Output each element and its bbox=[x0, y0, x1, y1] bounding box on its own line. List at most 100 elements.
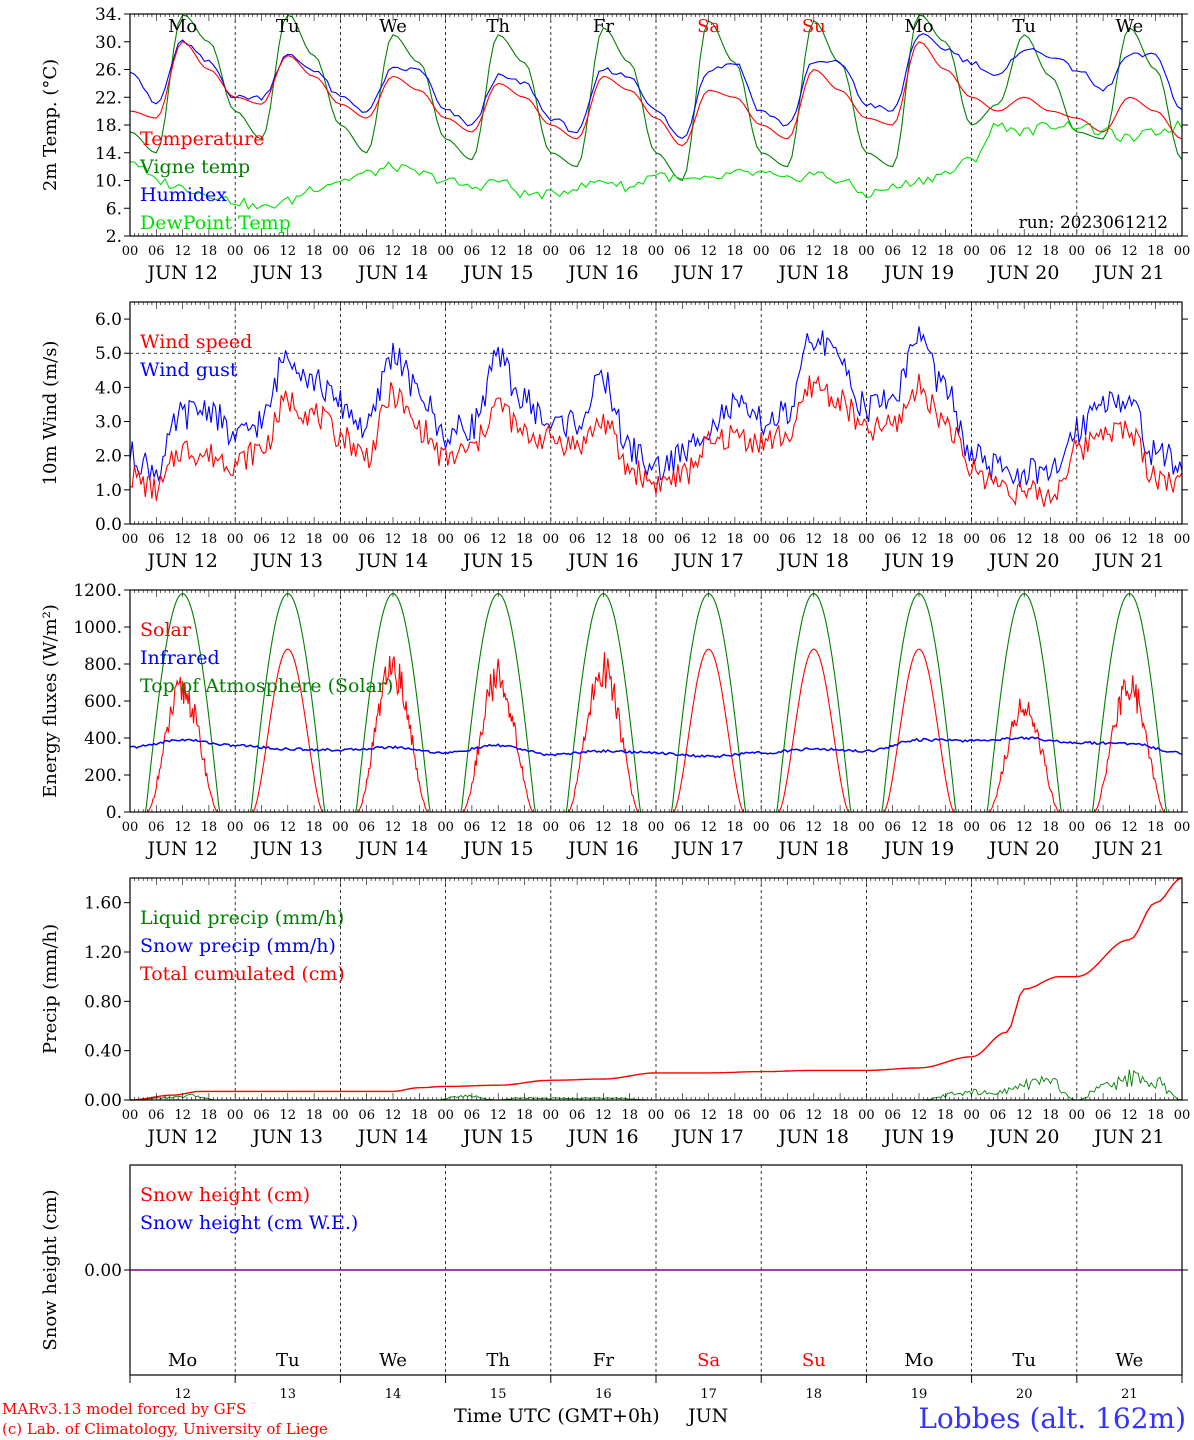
date-label: JUN 20 bbox=[987, 1126, 1059, 1148]
hour-tick-label: 06 bbox=[464, 1108, 481, 1123]
run-annotation: run: 2023061212 bbox=[1019, 213, 1168, 233]
weekday-label: Mo bbox=[168, 1350, 197, 1371]
weekday-label: Tu bbox=[1012, 1350, 1036, 1371]
hour-tick-label: 06 bbox=[674, 532, 691, 547]
y-tick-label: 400. bbox=[84, 729, 122, 749]
hour-tick-label: 00 bbox=[963, 244, 980, 259]
hour-tick-label: 18 bbox=[727, 244, 744, 259]
legend-entry: Humidex bbox=[140, 184, 227, 206]
date-label: JUN 15 bbox=[461, 1126, 533, 1148]
hour-tick-label: 06 bbox=[884, 532, 901, 547]
weekday-label: Sa bbox=[697, 16, 720, 37]
date-label: JUN 16 bbox=[566, 262, 638, 284]
hour-tick-label: 18 bbox=[1147, 532, 1164, 547]
y-tick-label: 3.0 bbox=[95, 413, 122, 433]
hour-tick-label: 12 bbox=[385, 244, 402, 259]
series-line-humidex bbox=[129, 32, 1183, 140]
hour-tick-label: 06 bbox=[884, 244, 901, 259]
hour-tick-label: 00 bbox=[437, 244, 454, 259]
hour-tick-label: 00 bbox=[858, 532, 875, 547]
hour-tick-label: 00 bbox=[648, 244, 665, 259]
date-label: JUN 18 bbox=[777, 550, 849, 572]
y-tick-label: 18. bbox=[95, 116, 122, 136]
hour-tick-label: 18 bbox=[306, 1108, 323, 1123]
hour-tick-label: 00 bbox=[437, 1108, 454, 1123]
date-label: JUN 19 bbox=[882, 1126, 954, 1148]
hour-tick-label: 00 bbox=[648, 820, 665, 835]
hour-tick-label: 12 bbox=[911, 532, 928, 547]
hour-tick-label: 06 bbox=[779, 1108, 796, 1123]
hour-tick-label: 00 bbox=[1069, 820, 1086, 835]
hour-tick-label: 18 bbox=[411, 532, 428, 547]
y-tick-label: 0.0 bbox=[95, 515, 122, 535]
hour-tick-label: 18 bbox=[411, 1108, 428, 1123]
hour-tick-label: 12 bbox=[595, 820, 612, 835]
y-tick-label: 1.20 bbox=[84, 943, 122, 963]
hour-tick-label: 00 bbox=[753, 1108, 770, 1123]
series-line-dewpoint-temp bbox=[130, 119, 1183, 210]
y-tick-label: 26. bbox=[95, 61, 122, 81]
hour-tick-label: 06 bbox=[148, 820, 165, 835]
legend-entry: Snow height (cm W.E.) bbox=[140, 1212, 358, 1234]
hour-tick-label: 00 bbox=[858, 820, 875, 835]
hour-tick-label: 00 bbox=[122, 244, 139, 259]
date-label: JUN 19 bbox=[882, 262, 954, 284]
weekday-label: We bbox=[379, 16, 407, 37]
date-label: JUN 12 bbox=[145, 550, 217, 572]
hour-tick-label: 00 bbox=[1174, 532, 1191, 547]
hour-tick-label: 18 bbox=[937, 244, 954, 259]
date-label: JUN 13 bbox=[251, 1126, 323, 1148]
y-tick-label: 0. bbox=[106, 803, 122, 823]
x-axis-label: Time UTC (GMT+0h) bbox=[454, 1405, 660, 1427]
hour-tick-label: 12 bbox=[385, 532, 402, 547]
date-label: JUN 18 bbox=[777, 838, 849, 860]
hour-tick-label: 00 bbox=[543, 244, 560, 259]
hour-tick-label: 00 bbox=[858, 1108, 875, 1123]
hour-tick-label: 18 bbox=[937, 532, 954, 547]
hour-tick-label: 00 bbox=[543, 1108, 560, 1123]
hour-tick-label: 12 bbox=[806, 820, 823, 835]
hour-tick-label: 00 bbox=[227, 244, 244, 259]
legend-entry: Solar bbox=[140, 619, 192, 641]
date-label: JUN 20 bbox=[987, 262, 1059, 284]
date-label: JUN 14 bbox=[356, 1126, 428, 1148]
hour-tick-label: 18 bbox=[306, 532, 323, 547]
date-label: JUN 14 bbox=[356, 550, 428, 572]
weekday-label: We bbox=[379, 1350, 407, 1371]
hour-tick-label: 00 bbox=[753, 820, 770, 835]
y-tick-label: 34. bbox=[95, 5, 122, 25]
hour-tick-label: 18 bbox=[1042, 1108, 1059, 1123]
hour-tick-label: 12 bbox=[1016, 532, 1033, 547]
y-tick-label: 1.0 bbox=[95, 481, 122, 501]
y-tick-label: 10. bbox=[95, 172, 122, 192]
day-number-label: 16 bbox=[595, 1387, 612, 1402]
hour-tick-label: 06 bbox=[1095, 244, 1112, 259]
hour-tick-label: 18 bbox=[1042, 244, 1059, 259]
hour-tick-label: 18 bbox=[1042, 820, 1059, 835]
hour-tick-label: 18 bbox=[832, 820, 849, 835]
date-label: JUN 18 bbox=[777, 1126, 849, 1148]
series-line-temperature bbox=[129, 41, 1183, 147]
hour-tick-label: 06 bbox=[148, 1108, 165, 1123]
hour-tick-label: 18 bbox=[201, 532, 218, 547]
series-layer bbox=[129, 14, 1183, 1271]
hour-tick-label: 00 bbox=[963, 1108, 980, 1123]
hour-tick-label: 06 bbox=[253, 1108, 270, 1123]
hour-tick-label: 12 bbox=[700, 532, 717, 547]
series-line-infrared bbox=[129, 736, 1183, 759]
date-label: JUN 19 bbox=[882, 838, 954, 860]
legend-entry: Snow precip (mm/h) bbox=[140, 935, 336, 957]
y-axis-label: Energy fluxes (W/m²) bbox=[40, 604, 61, 798]
legend-entry: Infrared bbox=[140, 647, 220, 669]
hour-tick-label: 18 bbox=[411, 244, 428, 259]
y-tick-label: 6.0 bbox=[95, 310, 122, 330]
hour-tick-label: 00 bbox=[963, 532, 980, 547]
hour-tick-label: 06 bbox=[148, 532, 165, 547]
hour-tick-label: 00 bbox=[1174, 1108, 1191, 1123]
weekday-label: Mo bbox=[168, 16, 197, 37]
day-number-label: 14 bbox=[385, 1387, 402, 1402]
hour-tick-label: 12 bbox=[1121, 244, 1138, 259]
hour-tick-label: 12 bbox=[1016, 244, 1033, 259]
hour-tick-label: 06 bbox=[779, 820, 796, 835]
hour-tick-label: 18 bbox=[1147, 244, 1164, 259]
